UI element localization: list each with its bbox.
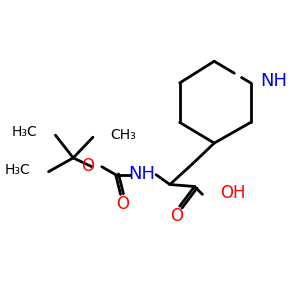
Text: O: O [81, 157, 94, 175]
Text: H₃C: H₃C [5, 163, 31, 177]
Text: O: O [116, 195, 129, 213]
Text: H₃C: H₃C [12, 125, 38, 139]
Text: CH₃: CH₃ [111, 128, 136, 142]
Text: NH: NH [129, 165, 156, 183]
Text: O: O [170, 207, 183, 225]
Text: OH: OH [220, 184, 246, 202]
Text: NH: NH [261, 72, 288, 90]
